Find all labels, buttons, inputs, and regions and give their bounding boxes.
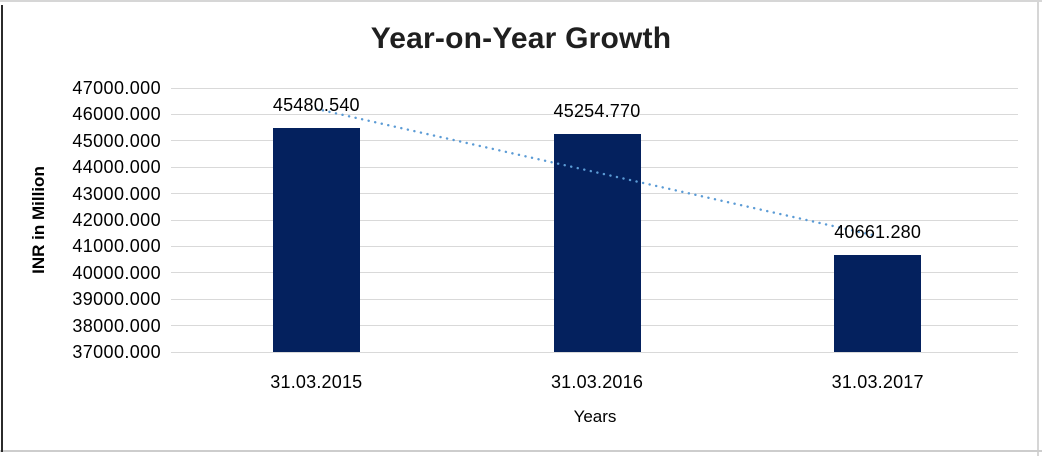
gridline xyxy=(171,87,1018,89)
y-axis-tick-label: 46000.000 xyxy=(72,104,161,125)
y-axis-tick-label: 40000.000 xyxy=(72,262,161,283)
chart-border-top xyxy=(0,0,1042,2)
y-axis-tick-label: 41000.000 xyxy=(72,236,161,257)
x-axis-title: Years xyxy=(573,407,617,426)
bar xyxy=(834,255,922,352)
chart-border-bottom xyxy=(0,450,1042,452)
y-axis-tick-label: 44000.000 xyxy=(72,157,161,178)
y-axis-tick-label: 45000.000 xyxy=(72,130,161,151)
chart-border-right xyxy=(1037,0,1039,456)
y-axis-tick-label: 47000.000 xyxy=(72,78,161,98)
x-category-label: 31.03.2015 xyxy=(270,372,363,392)
bar-value-label: 45480.540 xyxy=(272,95,360,116)
y-axis-tick-label: 38000.000 xyxy=(72,315,161,336)
bar xyxy=(272,128,360,352)
y-axis-tick-label: 42000.000 xyxy=(72,210,161,230)
bar xyxy=(553,134,641,352)
chart-title: Year-on-Year Growth xyxy=(370,22,672,55)
bar-value-label: 45254.770 xyxy=(553,101,641,122)
bar-value-label: 40661.280 xyxy=(834,222,922,243)
gridline xyxy=(171,351,1018,353)
x-category-label: 31.03.2017 xyxy=(831,372,924,392)
x-category-label: 31.03.2016 xyxy=(550,372,644,392)
y-axis-tick-label: 43000.000 xyxy=(72,183,161,204)
chart-border-left xyxy=(1,5,3,452)
y-axis-tick-label: 39000.000 xyxy=(72,289,161,310)
y-axis-tick-label: 37000.000 xyxy=(72,342,161,362)
